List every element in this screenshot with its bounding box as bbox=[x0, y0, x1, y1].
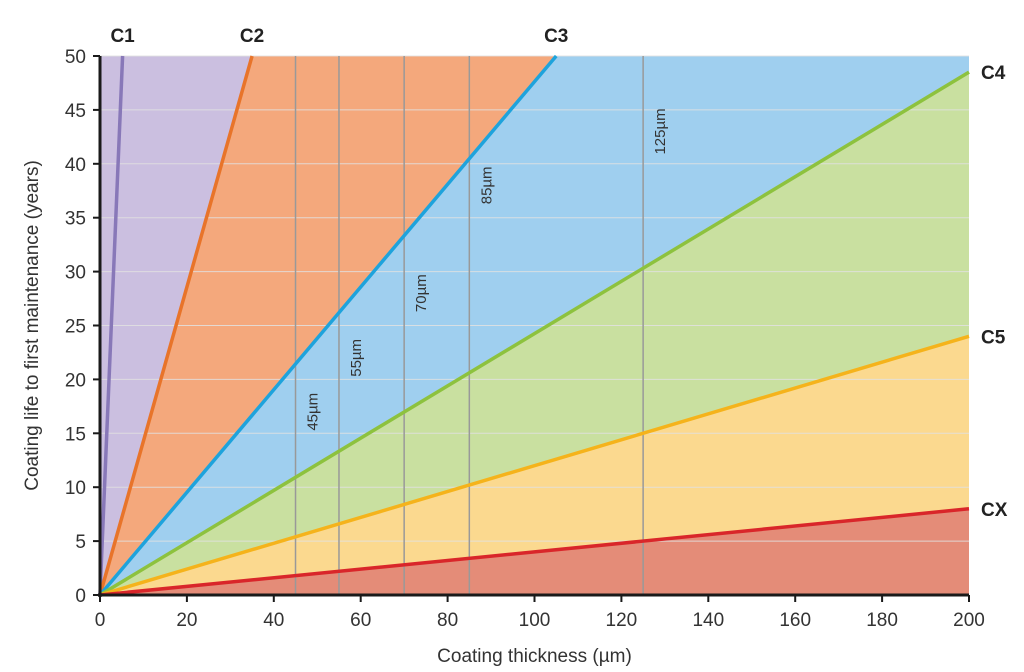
reference-label-125: 125µm bbox=[652, 108, 669, 154]
axes bbox=[93, 55, 970, 602]
series-line-c4 bbox=[99, 70, 970, 597]
y-tick-label-25: 25 bbox=[65, 317, 86, 338]
x-tick-label-100: 100 bbox=[519, 610, 551, 631]
reference-line-labels: 45µm 55µm 70µm 85µm 125µm bbox=[305, 108, 670, 430]
x-tick-label-200: 200 bbox=[953, 610, 985, 631]
x-tick-label-40: 40 bbox=[263, 610, 284, 631]
y-tick-label-40: 40 bbox=[65, 155, 86, 176]
x-tick-label-180: 180 bbox=[866, 610, 898, 631]
horizontal-gridlines bbox=[100, 55, 969, 542]
thickness-reference-lines bbox=[294, 56, 644, 595]
reference-label-85: 85µm bbox=[478, 166, 495, 204]
reference-label-70: 70µm bbox=[413, 274, 430, 312]
y-tick-label-5: 5 bbox=[75, 532, 86, 553]
x-tick-label-80: 80 bbox=[437, 610, 458, 631]
tick-labels: 0 20 40 60 80 100 120 140 160 180 200 0 5 10 15 20 25 30 3… bbox=[65, 47, 985, 631]
y-tick-label-45: 45 bbox=[65, 101, 86, 122]
category-label-c5: C5 bbox=[981, 327, 1006, 348]
category-boundary-lines bbox=[98, 54, 970, 597]
category-label-cx: CX bbox=[981, 500, 1008, 521]
y-tick-label-0: 0 bbox=[75, 586, 86, 607]
y-tick-label-10: 10 bbox=[65, 478, 86, 499]
x-tick-label-140: 140 bbox=[692, 610, 724, 631]
category-label-c2: C2 bbox=[240, 26, 264, 47]
x-tick-label-20: 20 bbox=[176, 610, 197, 631]
series-line-c1 bbox=[98, 55, 125, 596]
reference-label-45: 45µm bbox=[305, 393, 322, 431]
y-tick-label-50: 50 bbox=[65, 47, 86, 68]
y-tick-label-20: 20 bbox=[65, 370, 86, 391]
category-label-c3: C3 bbox=[544, 26, 568, 47]
series-line-c5 bbox=[99, 334, 970, 597]
x-axis-title: Coating thickness (µm) bbox=[437, 646, 632, 667]
series-line-c2 bbox=[98, 55, 254, 596]
category-label-c4: C4 bbox=[981, 63, 1006, 84]
series-line-c3 bbox=[98, 54, 558, 597]
reference-label-55: 55µm bbox=[348, 339, 365, 377]
category-labels: C1 C2 C3 C4 C5 CX bbox=[110, 26, 1007, 521]
category-label-c1: C1 bbox=[110, 26, 135, 47]
y-tick-label-15: 15 bbox=[65, 424, 86, 445]
x-tick-label-160: 160 bbox=[779, 610, 811, 631]
x-tick-label-60: 60 bbox=[350, 610, 371, 631]
y-axis-title: Coating life to first maintenance (years… bbox=[22, 160, 43, 491]
y-tick-label-30: 30 bbox=[65, 263, 86, 284]
y-tick-label-35: 35 bbox=[65, 209, 86, 230]
x-tick-label-0: 0 bbox=[95, 610, 106, 631]
series-line-cx bbox=[99, 507, 970, 597]
x-tick-label-120: 120 bbox=[606, 610, 638, 631]
